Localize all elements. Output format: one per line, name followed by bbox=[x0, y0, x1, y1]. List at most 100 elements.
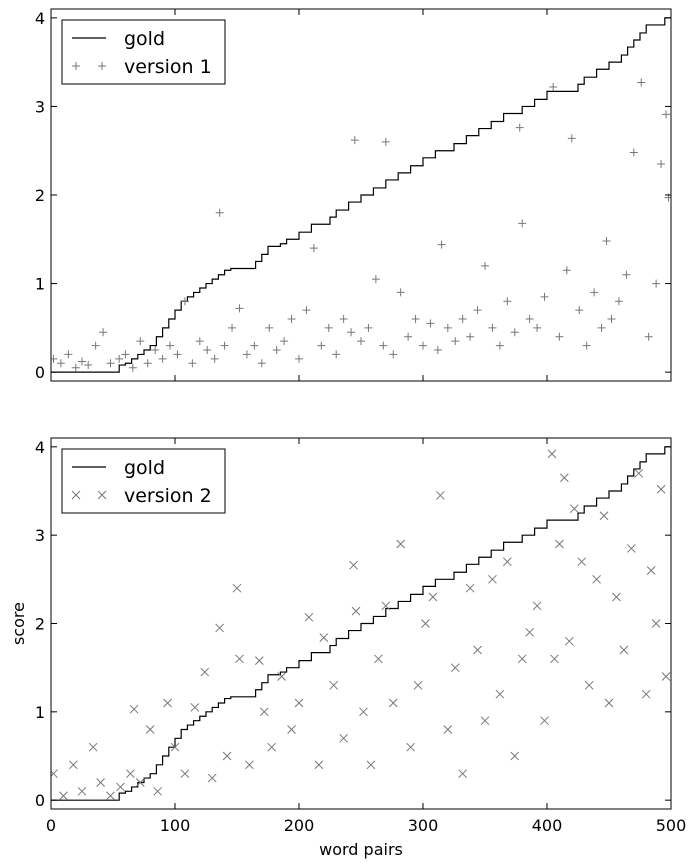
data-point bbox=[515, 123, 524, 132]
data-point bbox=[550, 654, 559, 664]
data-point bbox=[637, 78, 646, 87]
data-point bbox=[254, 656, 264, 665]
data-point bbox=[220, 341, 229, 350]
data-point bbox=[599, 511, 609, 521]
data-point bbox=[473, 306, 482, 315]
data-point bbox=[612, 592, 621, 602]
data-point bbox=[569, 504, 579, 514]
data-point bbox=[465, 583, 475, 593]
x-tick-label: 400 bbox=[532, 816, 563, 835]
data-point bbox=[128, 363, 137, 372]
data-point bbox=[614, 297, 623, 306]
data-point bbox=[294, 698, 304, 708]
data-point bbox=[644, 332, 653, 341]
data-point bbox=[473, 645, 482, 655]
data-point bbox=[64, 350, 73, 359]
data-point bbox=[235, 304, 244, 313]
data-point bbox=[582, 341, 591, 350]
y-tick-label: 0 bbox=[35, 363, 45, 382]
data-point bbox=[245, 760, 254, 770]
data-point bbox=[145, 725, 155, 734]
data-point bbox=[135, 778, 145, 787]
legend-label: gold bbox=[124, 457, 165, 479]
data-point bbox=[84, 361, 93, 370]
y-tick-label: 4 bbox=[35, 438, 45, 457]
data-point bbox=[567, 134, 576, 143]
data-point bbox=[250, 341, 259, 350]
data-point bbox=[129, 704, 139, 714]
data-point bbox=[622, 270, 631, 279]
data-point bbox=[597, 323, 606, 332]
data-point bbox=[525, 627, 534, 637]
data-point bbox=[371, 275, 380, 284]
data-point bbox=[657, 160, 666, 168]
legend-label: version 2 bbox=[124, 485, 212, 507]
data-point bbox=[180, 297, 189, 306]
data-point bbox=[51, 769, 58, 779]
data-point bbox=[458, 315, 467, 323]
data-point bbox=[662, 110, 671, 119]
data-point bbox=[364, 323, 373, 332]
y-tick-label: 4 bbox=[35, 9, 45, 28]
data-point bbox=[96, 778, 105, 787]
data-point bbox=[143, 359, 152, 368]
x-tick-label: 100 bbox=[160, 816, 191, 835]
data-point bbox=[295, 354, 303, 363]
data-point bbox=[68, 760, 78, 770]
data-point bbox=[366, 760, 376, 770]
data-point bbox=[495, 689, 505, 699]
legend-label: gold bbox=[124, 28, 165, 50]
data-point bbox=[396, 539, 406, 549]
data-point bbox=[661, 672, 671, 681]
data-point bbox=[411, 315, 420, 323]
data-point bbox=[503, 297, 512, 306]
data-point bbox=[450, 663, 460, 673]
data-point bbox=[428, 592, 438, 602]
gold-step-line bbox=[51, 17, 671, 373]
data-point bbox=[619, 645, 629, 655]
x-tick-label: 0 bbox=[46, 816, 56, 835]
data-point bbox=[381, 137, 390, 146]
data-point bbox=[604, 698, 614, 708]
data-point bbox=[267, 742, 277, 752]
y-tick-label: 3 bbox=[35, 526, 45, 545]
data-point bbox=[188, 359, 197, 368]
data-point bbox=[533, 323, 542, 332]
data-point bbox=[652, 279, 661, 288]
data-point bbox=[466, 332, 475, 341]
data-point bbox=[607, 315, 616, 323]
data-point bbox=[481, 261, 489, 270]
data-point bbox=[319, 633, 329, 642]
data-point bbox=[78, 357, 86, 366]
legend-box bbox=[61, 19, 226, 85]
data-point bbox=[357, 337, 365, 346]
data-point bbox=[200, 667, 210, 677]
data-point bbox=[389, 350, 398, 359]
data-point bbox=[426, 319, 435, 328]
data-point bbox=[203, 346, 212, 354]
data-point bbox=[115, 354, 124, 363]
data-point bbox=[480, 716, 490, 726]
data-point bbox=[488, 323, 497, 332]
data-point bbox=[77, 786, 87, 796]
data-point bbox=[272, 346, 281, 354]
data-point bbox=[374, 654, 383, 664]
data-point bbox=[436, 491, 445, 500]
data-point bbox=[458, 769, 468, 779]
data-point bbox=[564, 636, 574, 646]
x-axis-label: word pairs bbox=[319, 840, 403, 859]
data-point bbox=[406, 742, 415, 752]
data-point bbox=[99, 328, 108, 337]
y-axis-label: score bbox=[9, 602, 28, 645]
data-point bbox=[433, 346, 442, 354]
data-point bbox=[562, 266, 571, 275]
y-tick-label: 1 bbox=[35, 703, 45, 722]
data-point bbox=[592, 574, 601, 584]
data-point bbox=[495, 341, 504, 350]
data-point bbox=[626, 544, 636, 553]
data-point bbox=[547, 449, 557, 459]
data-point bbox=[173, 350, 182, 359]
data-point bbox=[388, 698, 398, 708]
x-tick-label: 500 bbox=[656, 816, 687, 835]
data-point bbox=[359, 707, 368, 717]
